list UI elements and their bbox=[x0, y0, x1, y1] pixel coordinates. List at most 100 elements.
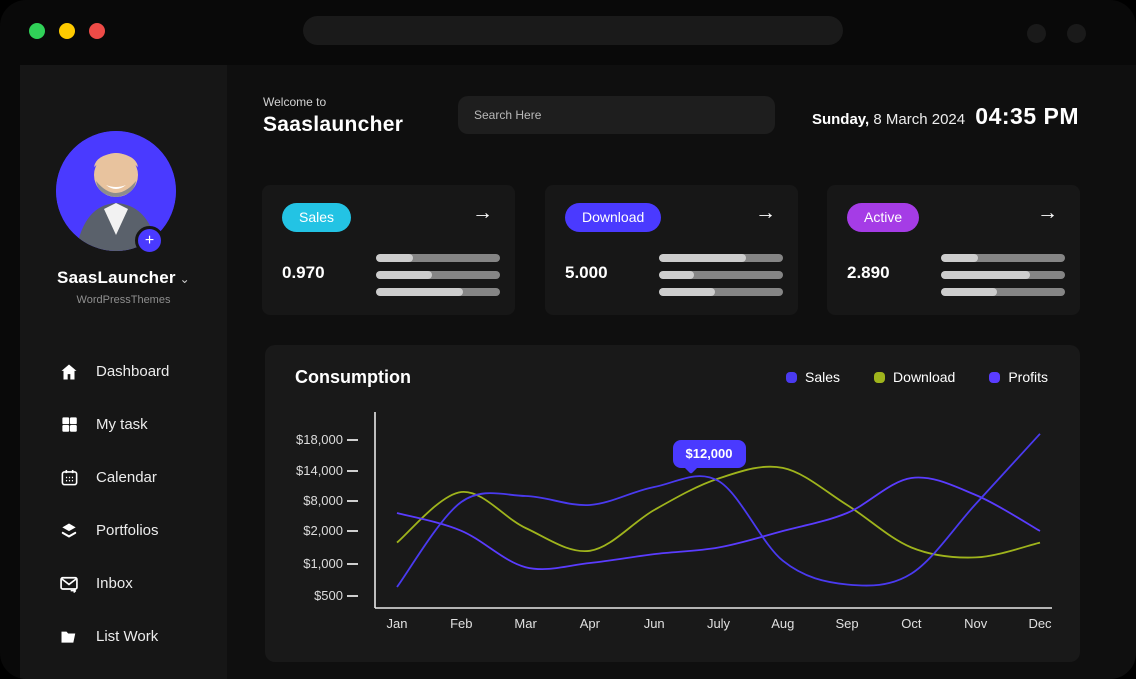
bar-fill bbox=[376, 288, 463, 296]
y-tick-label: $500 bbox=[314, 588, 343, 603]
sidebar-item-dashboard[interactable]: Dashboard bbox=[20, 345, 227, 398]
sidebar-item-calendar[interactable]: Calendar bbox=[20, 451, 227, 504]
bar-fill bbox=[941, 271, 1031, 279]
page-title: Saaslauncher bbox=[263, 113, 404, 136]
welcome-label: Welcome to bbox=[263, 95, 327, 109]
stat-value: 2.890 bbox=[847, 263, 890, 282]
sidebar-item-label: My task bbox=[96, 416, 148, 433]
bar-track bbox=[376, 254, 500, 262]
line-chart bbox=[374, 412, 1052, 609]
y-tick-label: $8,000 bbox=[303, 493, 343, 508]
titlebar-button-icon[interactable] bbox=[1027, 24, 1046, 43]
legend-item-sales[interactable]: Sales bbox=[786, 369, 840, 385]
legend-dot-icon bbox=[989, 371, 1001, 383]
bar-fill bbox=[941, 254, 979, 262]
x-tick-label: Apr bbox=[579, 616, 600, 631]
stat-value: 5.000 bbox=[565, 263, 608, 282]
sidebar-item-portfolios[interactable]: Portfolios bbox=[20, 504, 227, 557]
y-tick-mark bbox=[347, 563, 358, 565]
stat-card-active: Active → 2.890 bbox=[827, 185, 1080, 315]
legend-dot-icon bbox=[786, 371, 798, 383]
bar-fill bbox=[941, 288, 997, 296]
sidebar: + SaasLauncher ⌄ WordPressThemes Dashboar… bbox=[20, 65, 227, 679]
bar-track bbox=[941, 288, 1065, 296]
profile-name-label: SaasLauncher bbox=[57, 268, 176, 287]
arrow-right-icon[interactable]: → bbox=[1037, 201, 1058, 224]
main-content: Welcome to Saaslauncher Sunday, 8 March … bbox=[227, 65, 1136, 679]
x-tick-label: Feb bbox=[450, 616, 473, 631]
address-bar[interactable] bbox=[303, 16, 843, 45]
add-profile-button[interactable]: + bbox=[135, 226, 164, 255]
sidebar-item-label: Portfolios bbox=[96, 522, 159, 539]
sidebar-item-my-task[interactable]: My task bbox=[20, 398, 227, 451]
bar-track bbox=[659, 254, 783, 262]
stat-card-download: Download → 5.000 bbox=[545, 185, 798, 315]
search-input[interactable] bbox=[458, 96, 775, 134]
x-tick-label: Sep bbox=[835, 616, 859, 631]
x-tick-label: Nov bbox=[964, 616, 988, 631]
inbox-icon bbox=[58, 573, 80, 595]
y-tick-mark bbox=[347, 530, 358, 532]
x-tick-label: July bbox=[706, 616, 731, 631]
x-tick-label: Mar bbox=[514, 616, 537, 631]
red-traffic-light-icon[interactable] bbox=[89, 23, 105, 39]
chart-legend: Sales Download Profits bbox=[786, 369, 1048, 385]
consumption-chart-card: Consumption Sales Download Profits $18,000… bbox=[265, 345, 1080, 662]
green-traffic-light-icon[interactable] bbox=[29, 23, 45, 39]
stat-badge[interactable]: Sales bbox=[282, 203, 352, 232]
legend-label: Profits bbox=[1008, 369, 1048, 385]
y-tick-mark bbox=[347, 439, 358, 441]
date-day: Sunday, bbox=[811, 111, 870, 128]
stat-bars bbox=[941, 254, 1065, 305]
arrow-right-icon[interactable]: → bbox=[755, 201, 776, 224]
yellow-traffic-light-icon[interactable] bbox=[59, 23, 75, 39]
stat-bars bbox=[659, 254, 783, 305]
bar-track bbox=[659, 271, 783, 279]
sidebar-item-label: List Work bbox=[96, 628, 159, 645]
bar-fill bbox=[659, 254, 746, 262]
chevron-down-icon: ⌄ bbox=[179, 272, 190, 286]
bar-fill bbox=[376, 271, 432, 279]
bar-fill bbox=[376, 254, 414, 262]
sidebar-item-label: Dashboard bbox=[96, 363, 170, 380]
legend-item-profits[interactable]: Profits bbox=[989, 369, 1048, 385]
titlebar bbox=[0, 0, 1136, 65]
stat-card-sales: Sales → 0.970 bbox=[262, 185, 515, 315]
sidebar-menu: Dashboard My task Calendar Portfolios Inbox L… bbox=[20, 345, 227, 663]
home-icon bbox=[58, 361, 80, 383]
y-tick-label: $18,000 bbox=[296, 432, 343, 447]
legend-item-download[interactable]: Download bbox=[874, 369, 955, 385]
profile-subtitle: WordPressThemes bbox=[76, 294, 171, 306]
bar-track bbox=[941, 254, 1065, 262]
y-tick-label: $14,000 bbox=[296, 463, 343, 478]
profile-name[interactable]: SaasLauncher ⌄ bbox=[20, 268, 227, 288]
traffic-lights bbox=[29, 23, 105, 39]
bar-track bbox=[941, 271, 1065, 279]
sidebar-item-label: Calendar bbox=[96, 469, 157, 486]
titlebar-menu-icon[interactable] bbox=[1067, 24, 1086, 43]
grid-icon bbox=[58, 414, 80, 436]
y-tick-label: $2,000 bbox=[303, 523, 343, 538]
bar-fill bbox=[659, 288, 715, 296]
y-tick-mark bbox=[347, 500, 358, 502]
series-line-download bbox=[396, 465, 1041, 559]
legend-label: Sales bbox=[805, 369, 841, 385]
stat-badge[interactable]: Active bbox=[847, 203, 920, 232]
series-line-profits bbox=[396, 476, 1041, 571]
bar-fill bbox=[659, 271, 694, 279]
sidebar-item-inbox[interactable]: Inbox bbox=[20, 557, 227, 610]
x-tick-label: Dec bbox=[1028, 616, 1052, 631]
arrow-right-icon[interactable]: → bbox=[472, 201, 493, 224]
legend-dot-icon bbox=[874, 371, 886, 383]
calendar-icon bbox=[58, 467, 80, 489]
legend-label: Download bbox=[893, 369, 956, 385]
tooltip-value: $12,000 bbox=[685, 446, 733, 461]
sidebar-item-list-work[interactable]: List Work bbox=[20, 610, 227, 663]
stat-value: 0.970 bbox=[282, 263, 325, 282]
stat-bars bbox=[376, 254, 500, 305]
clock: 04:35 PM bbox=[975, 103, 1079, 129]
x-tick-label: Jun bbox=[643, 616, 665, 631]
stat-badge[interactable]: Download bbox=[565, 203, 662, 232]
y-tick-mark bbox=[347, 595, 358, 597]
